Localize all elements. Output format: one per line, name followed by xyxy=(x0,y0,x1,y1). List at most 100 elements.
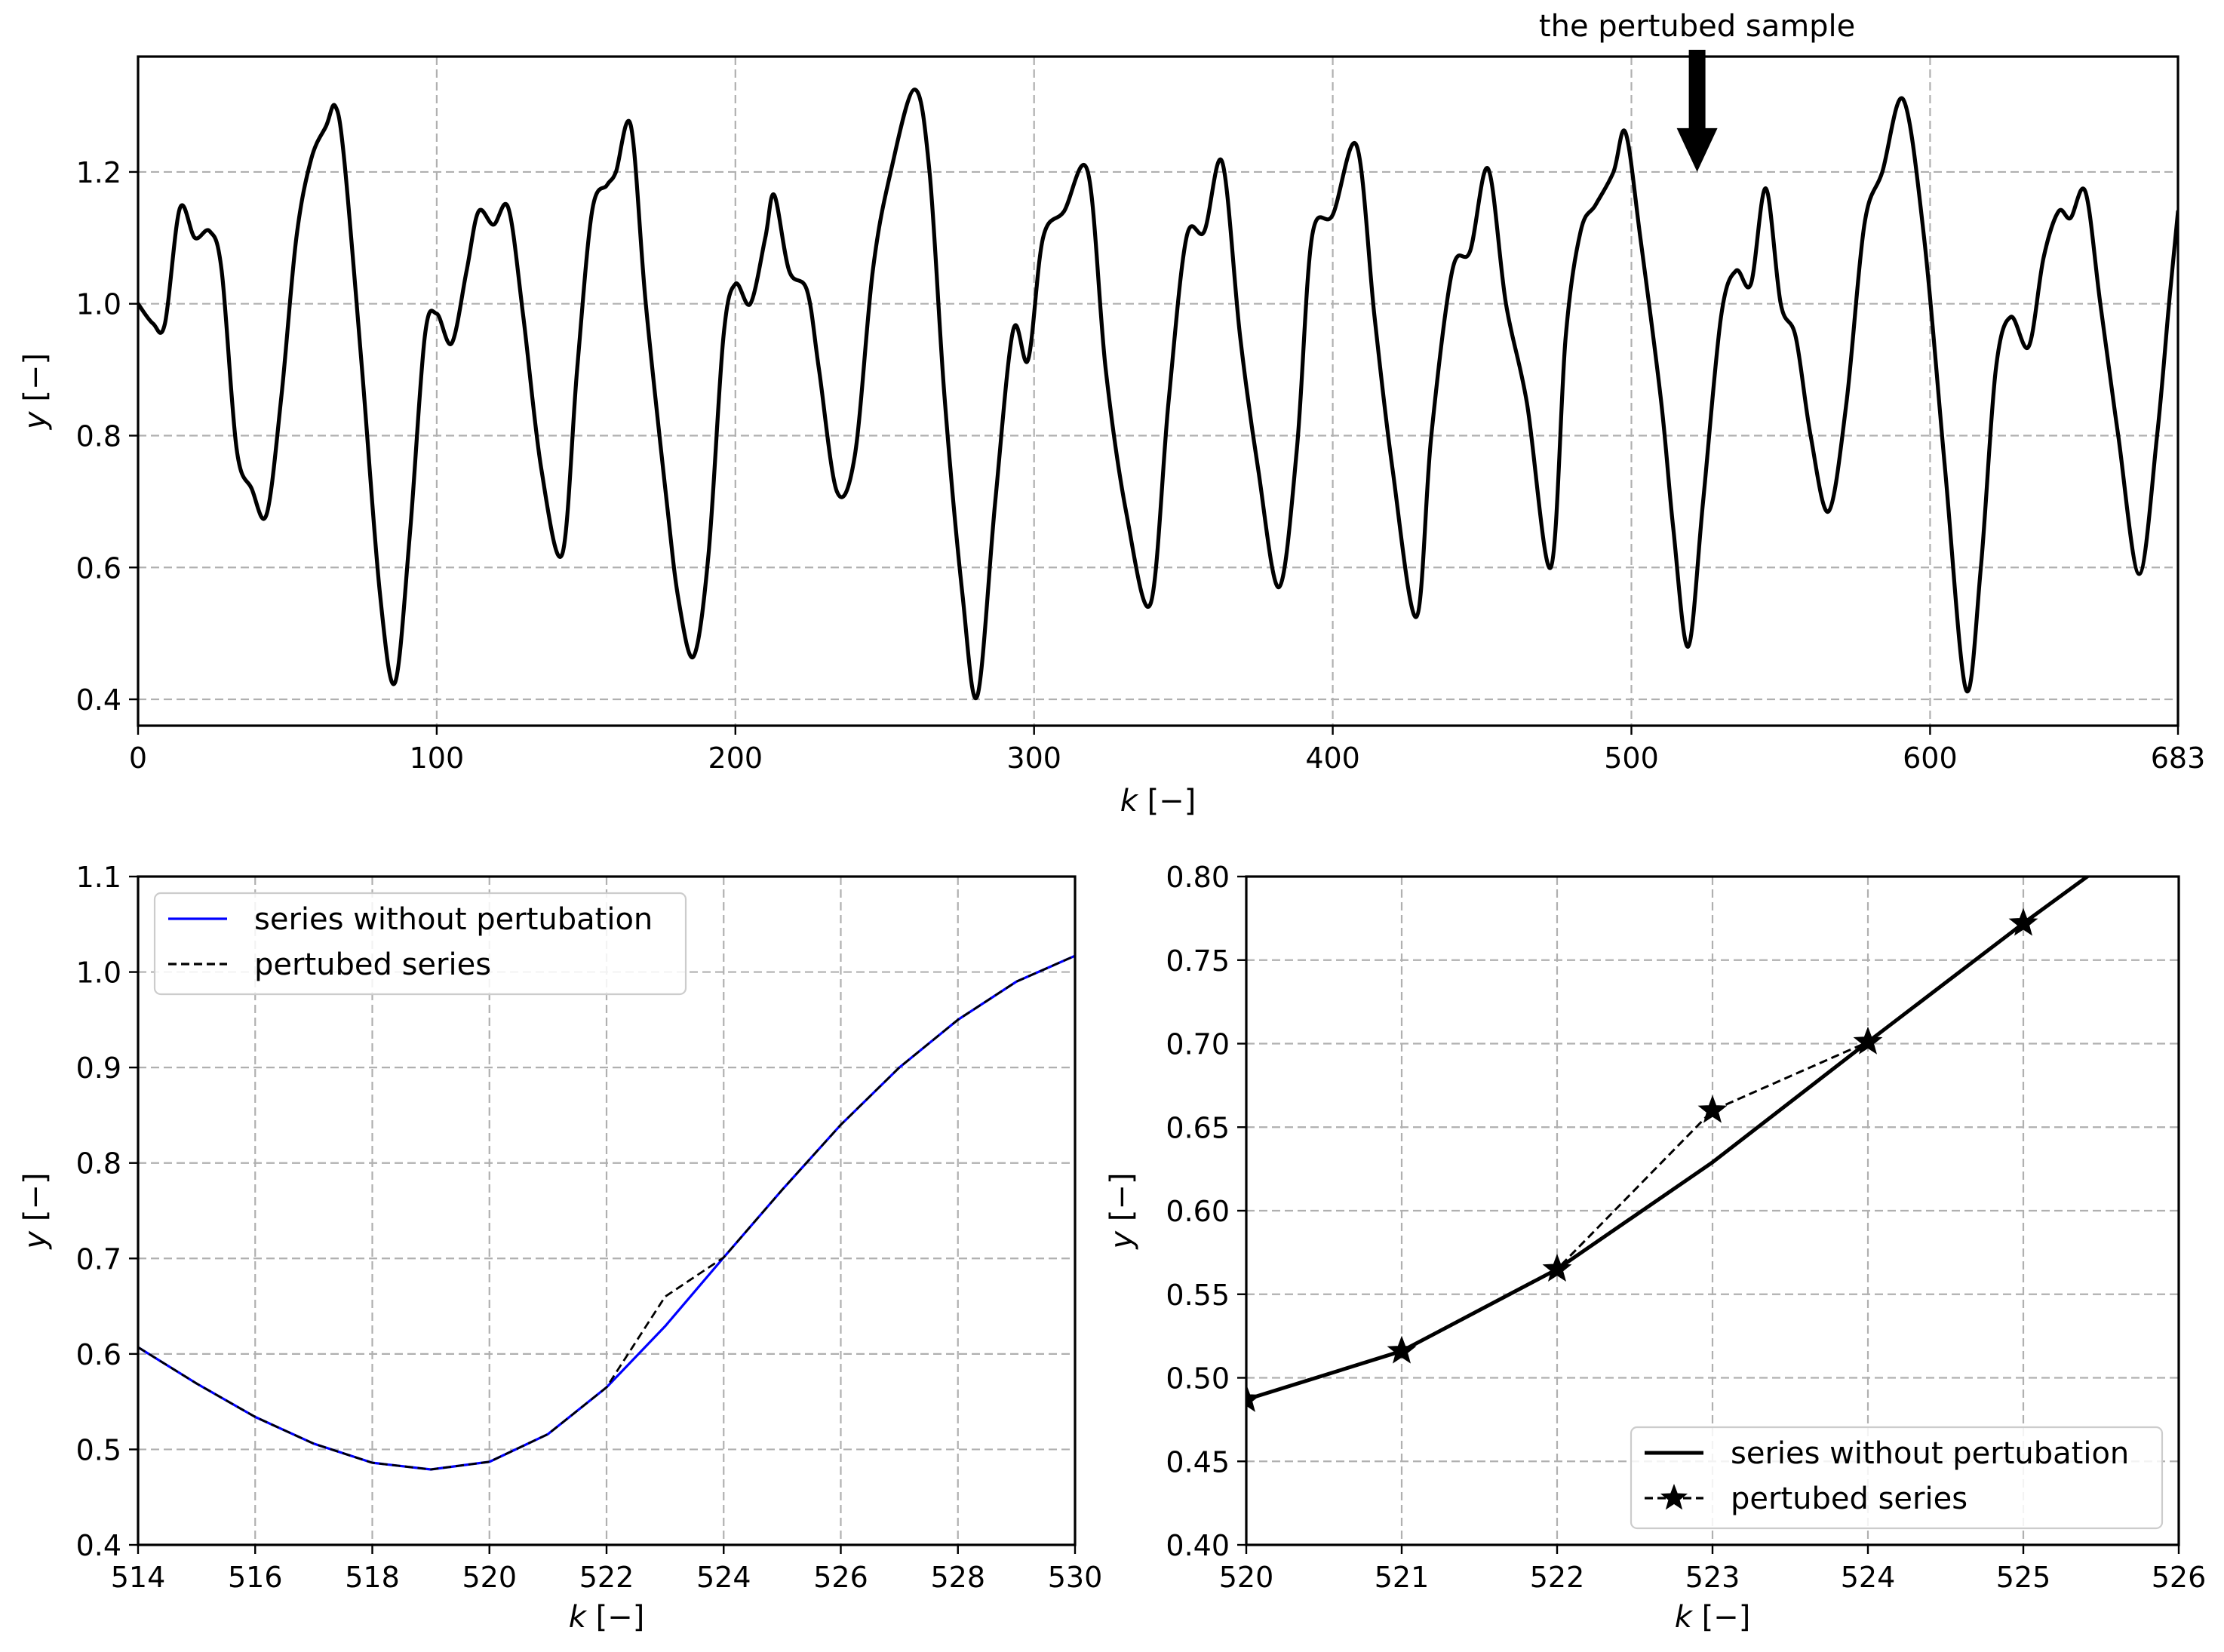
data-point-star xyxy=(2008,907,2038,936)
x-axis-var: k xyxy=(1120,784,1139,818)
x-axis-label: k [−] xyxy=(1120,784,1196,818)
x-tick-label: 518 xyxy=(345,1561,400,1594)
ticks: 0 100 200 300 400 500 600 683 0.4 0.6 0.8 1.0 1.2 xyxy=(76,156,2206,775)
x-tick-label: 514 xyxy=(111,1561,166,1594)
y-tick-label: 0.50 xyxy=(1166,1362,1230,1396)
legend-box xyxy=(153,892,687,996)
annotation-arrow-shaft xyxy=(1688,50,1706,130)
legend-star-icon xyxy=(1660,1484,1688,1510)
y-tick-label: 0.70 xyxy=(1166,1028,1230,1061)
legend-label: pertubed series xyxy=(254,947,491,982)
x-axis-unit: [−] xyxy=(596,1600,645,1635)
data-point-star xyxy=(1853,1026,1883,1055)
legend: series without pertubation pertubed serie… xyxy=(1630,1426,2164,1530)
data-point-star xyxy=(1387,1335,1417,1364)
y-tick-label: 1.0 xyxy=(76,288,121,321)
x-axis-var: k xyxy=(1675,1600,1694,1635)
legend: series without pertubation pertubed serie… xyxy=(153,892,687,996)
series-line-series xyxy=(138,88,2178,701)
x-tick-label: 200 xyxy=(708,742,763,775)
gridlines xyxy=(1246,877,2179,1545)
chart-bottom-left: 514 516 518 520 522 524 526 528 530 0.4 0.5 0.6 0.7 0… xyxy=(18,861,1102,1635)
gridlines xyxy=(138,57,2178,726)
y-tick-label: 0.45 xyxy=(1166,1445,1230,1479)
y-tick-label: 0.4 xyxy=(76,683,121,717)
y-tick-label: 0.80 xyxy=(1166,861,1230,894)
y-tick-label: 0.7 xyxy=(76,1242,121,1276)
x-tick-label: 522 xyxy=(1530,1561,1585,1594)
x-tick-label: 100 xyxy=(410,742,465,775)
gridlines xyxy=(138,877,1075,1545)
y-axis-var: y xyxy=(18,1230,53,1250)
y-axis-label: y [−] xyxy=(18,1172,53,1249)
y-tick-label: 0.60 xyxy=(1166,1195,1230,1228)
legend-box xyxy=(1630,1426,2164,1530)
x-tick-label: 525 xyxy=(1996,1561,2051,1594)
x-tick-label: 520 xyxy=(1219,1561,1274,1594)
x-tick-label: 300 xyxy=(1006,742,1061,775)
x-axis-space xyxy=(1138,784,1147,818)
x-tick-label: 500 xyxy=(1604,742,1659,775)
data-point-star xyxy=(1542,1254,1572,1282)
x-axis-label: k [−] xyxy=(1675,1600,1751,1635)
x-tick-label: 0 xyxy=(129,742,147,775)
x-tick-label: 521 xyxy=(1375,1561,1430,1594)
y-axis-unit: [−] xyxy=(18,1172,53,1221)
x-axis-unit: [−] xyxy=(1147,784,1196,818)
y-axis-unit: [−] xyxy=(18,353,53,402)
y-tick-label: 0.8 xyxy=(76,419,121,453)
annotation: the pertubed sample xyxy=(1539,9,1855,172)
series-line-pertubed-series xyxy=(1246,877,2090,1401)
y-axis-var: y xyxy=(18,410,53,430)
series-line-series-without-pertubation xyxy=(1246,877,2091,1402)
y-tick-label: 0.8 xyxy=(76,1147,121,1181)
ticks: 520 521 522 523 524 525 526 0.40 0.45 0.50 0.55 0.6… xyxy=(1166,861,2206,1594)
data-point-star xyxy=(1697,1095,1728,1123)
y-axis-label: y [−] xyxy=(18,353,53,430)
ticks: 514 516 518 520 522 524 526 528 530 0.4 0.5 0.6 0.7 0… xyxy=(76,861,1103,1594)
x-tick-label: 600 xyxy=(1903,742,1958,775)
y-tick-label: 0.6 xyxy=(76,1338,121,1371)
series-group xyxy=(138,88,2178,701)
x-axis-space xyxy=(586,1600,596,1635)
x-tick-label: 526 xyxy=(2152,1561,2207,1594)
annotation-text: the pertubed sample xyxy=(1539,9,1855,44)
y-axis-var: y xyxy=(1104,1230,1139,1250)
y-tick-label: 0.75 xyxy=(1166,944,1230,978)
x-tick-label: 516 xyxy=(228,1561,283,1594)
annotation-arrow-head xyxy=(1676,127,1718,172)
x-tick-label: 526 xyxy=(813,1561,868,1594)
y-tick-label: 1.1 xyxy=(76,861,121,894)
x-tick-label: 522 xyxy=(579,1561,634,1594)
chart-bottom-right: 520 521 522 523 524 525 526 0.40 0.45 0.50 0.55 0.6… xyxy=(1104,795,2206,1635)
data-point-star xyxy=(1246,1383,1261,1412)
y-tick-label: 0.5 xyxy=(76,1433,121,1466)
y-tick-label: 0.9 xyxy=(76,1052,121,1085)
x-tick-label: 400 xyxy=(1305,742,1360,775)
x-tick-label: 528 xyxy=(930,1561,985,1594)
y-tick-label: 1.2 xyxy=(76,156,121,189)
x-axis-var: k xyxy=(569,1600,588,1635)
x-axis-label: k [−] xyxy=(569,1600,645,1635)
y-tick-label: 1.0 xyxy=(76,957,121,990)
y-axis-unit: [−] xyxy=(1104,1172,1139,1221)
y-tick-label: 0.55 xyxy=(1166,1279,1230,1312)
y-tick-label: 0.40 xyxy=(1166,1529,1230,1562)
x-tick-label: 523 xyxy=(1685,1561,1740,1594)
legend-label: pertubed series xyxy=(1731,1482,1968,1516)
legend-label: series without pertubation xyxy=(254,902,653,937)
data-point-star xyxy=(2165,795,2192,821)
x-tick-label: 530 xyxy=(1048,1561,1103,1594)
y-tick-label: 0.6 xyxy=(76,551,121,585)
y-axis-label: y [−] xyxy=(1104,1172,1139,1249)
y-tick-label: 0.65 xyxy=(1166,1111,1230,1144)
x-tick-label: 524 xyxy=(696,1561,751,1594)
series-group xyxy=(1246,795,2192,1412)
y-tick-label: 0.4 xyxy=(76,1529,121,1562)
y-axis-space xyxy=(18,402,53,412)
axes-frame xyxy=(137,55,2179,727)
series-line-pertubed-series xyxy=(138,954,1075,1471)
y-axis-space xyxy=(18,1221,53,1231)
legend-label: series without pertubation xyxy=(1731,1436,2129,1471)
